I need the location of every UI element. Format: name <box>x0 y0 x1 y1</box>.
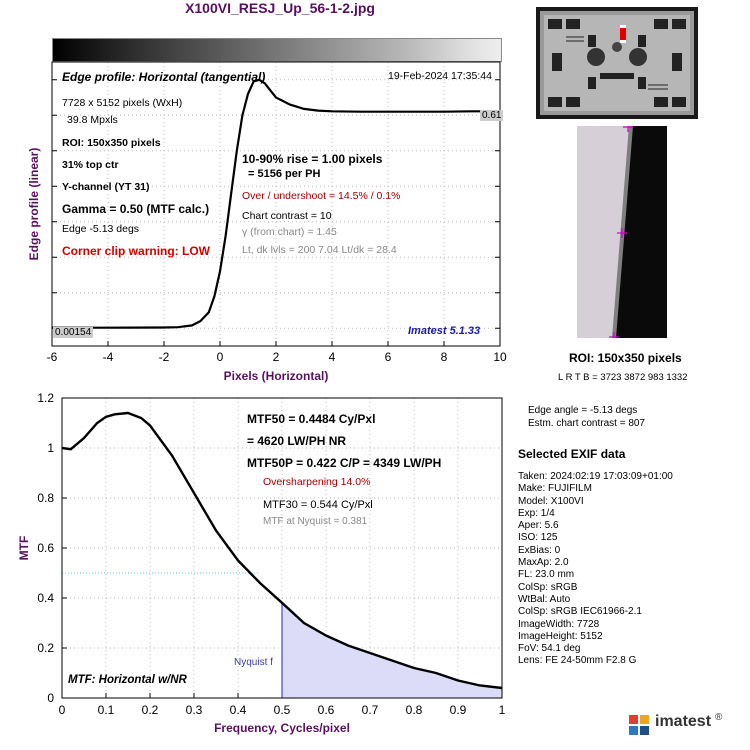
edge-x-axis-label: Pixels (Horizontal) <box>224 369 329 383</box>
mtf-nyquist-shade <box>282 602 502 698</box>
exif-line: Exp: 1/4 <box>518 507 555 519</box>
mtf-x-axis-label: Frequency, Cycles/pixel <box>214 721 350 735</box>
mtf-tick-label-x: 0.3 <box>186 703 203 717</box>
roi-size: ROI: 150x350 pixels <box>62 137 161 149</box>
mtf-tick-label-y: 0.4 <box>37 591 54 605</box>
mtf-tick-label-y: 0.8 <box>37 491 54 505</box>
edge-header: Edge profile: Horizontal (tangential) <box>62 70 266 84</box>
exif-line: ColSp: sRGB IEC61966-2.1 <box>518 606 642 618</box>
edge-profile-chart: -6 -4 -2 0 2 4 6 8 10 Pixels (Horizontal) Edge pro… <box>27 61 507 383</box>
mtf-tick-label-x: 0.6 <box>318 703 335 717</box>
edge-y-axis-label: Edge profile (linear) <box>27 148 41 261</box>
exif-line: Taken: 2024:02:19 17:03:09+01:00 <box>518 471 673 482</box>
exif-line: Make: FUJIFILM <box>518 483 592 495</box>
mtf-tick-label-x: 0.9 <box>450 703 467 717</box>
mtf-tick-label-x: 0.4 <box>230 703 247 717</box>
mtf-tick-label-x: 0 <box>59 703 66 717</box>
megapixels: 39.8 Mpxls <box>67 114 118 126</box>
page-title: X100VI_RESJ_Up_56-1-2.jpg <box>185 0 375 16</box>
mtf50p: MTF50P = 0.422 C/P = 4349 LW/PH <box>247 456 442 470</box>
mtf-curve <box>61 411 503 690</box>
mtf50: MTF50 = 0.4484 Cy/Pxl <box>247 412 376 426</box>
channel: Y-channel (YT 31) <box>62 181 150 193</box>
mtf-tick-label-x: 0.7 <box>362 703 379 717</box>
edge-tick-label: 0 <box>217 350 224 364</box>
edge-angle: Edge -5.13 degs <box>62 223 140 235</box>
exif-line: ISO: 125 <box>518 532 558 544</box>
edge-tick-label: 4 <box>329 350 336 364</box>
mtf30: MTF30 = 0.544 Cy/Pxl <box>263 499 373 511</box>
mtf-tick-label-y: 1 <box>47 441 54 455</box>
exif-line: FL: 23.0 mm <box>518 569 575 581</box>
mtf-tick-label-x: 0.8 <box>406 703 423 717</box>
mtf-chart: 0 0.1 0.2 0.3 0.4 0.5 0.6 0.7 0.8 0.9 1 0 0.2 0.4 0.6 0… <box>17 391 506 735</box>
exif-line: Model: X100VI <box>518 495 584 507</box>
edge-datetime: 19-Feb-2024 17:35:44 <box>388 70 492 82</box>
exif-line: FoV: 54.1 deg <box>518 643 581 655</box>
edge-tick-label: 6 <box>385 350 392 364</box>
gamma: Gamma = 0.50 (MTF calc.) <box>62 202 210 216</box>
imatest-logo-text: imatest <box>655 713 712 730</box>
low-level-label: 0.00154 <box>53 327 94 338</box>
clip-warning: Corner clip warning: LOW <box>62 244 211 258</box>
edge-tick-label: 8 <box>441 350 448 364</box>
edge-tick-label: 10 <box>493 350 507 364</box>
mtf-tick-label-y: 0 <box>47 691 54 705</box>
edge-tick-label: 2 <box>273 350 280 364</box>
mtf-tick-label-x: 0.5 <box>274 703 291 717</box>
exif-line: ExBias: 0 <box>518 544 561 556</box>
exif-line: ImageHeight: 5152 <box>518 630 603 642</box>
exif-header: Selected EXIF data <box>518 447 626 461</box>
mtf-at-nyquist: MTF at Nyquist = 0.381 <box>263 516 368 527</box>
roi-coords: L R T B = 3723 3872 983 1332 <box>558 372 688 383</box>
exif-line: Aper: 5.6 <box>518 520 559 532</box>
mtf-tick-label-y: 0.2 <box>37 641 54 655</box>
overshoot: Over / undershoot = 14.5% / 0.1% <box>242 190 401 202</box>
exif-line: MaxAp: 2.0 <box>518 557 569 569</box>
edge-tick-label: -2 <box>159 350 170 364</box>
imatest-logo-mark: ® <box>715 712 723 723</box>
rise-distance: 10-90% rise = 1.00 pixels <box>242 152 383 166</box>
oversharpening: Oversharpening 14.0% <box>263 476 371 488</box>
estm-chart-contrast: Estm. chart contrast = 807 <box>528 418 645 429</box>
roi-image <box>577 126 667 338</box>
roi-panel-size: ROI: 150x350 pixels <box>569 351 682 365</box>
imatest-version: Imatest 5.1.33 <box>408 325 481 337</box>
edge-plot-frame <box>51 61 501 347</box>
exif-line: Lens: FE 24-50mm F2.8 G <box>518 655 637 667</box>
edge-tick-label: -4 <box>103 350 114 364</box>
exif-line: WtBal: Auto <box>518 593 571 605</box>
roi-edge-angle: Edge angle = -5.13 degs <box>528 405 638 416</box>
chart-contrast: Chart contrast = 10 <box>242 210 332 222</box>
mtf-tick-label-y: 0.6 <box>37 541 54 555</box>
mtf-tick-label-x: 0.1 <box>98 703 115 717</box>
mtf-plot-frame <box>61 397 503 699</box>
high-level-label: 0.61 <box>480 110 504 121</box>
chart-thumbnail <box>536 7 698 119</box>
mtf-label: MTF: Horizontal w/NR <box>68 674 187 686</box>
exif-line: ImageWidth: 7728 <box>518 618 600 630</box>
mtf-tick-label-x: 1 <box>499 703 506 717</box>
pixel-size: 7728 x 5152 pixels (WxH) <box>62 97 183 109</box>
mtf50-lwph: = 4620 LW/PH NR <box>247 434 347 448</box>
edge-tick-label: -6 <box>47 350 58 364</box>
gamma-from-chart: γ (from chart) = 1.45 <box>242 226 337 238</box>
edge-profile-line <box>52 78 500 329</box>
light-dark-levels: Lt, dk lvls = 200 7.04 Lt/dk = 28.4 <box>242 244 397 256</box>
exif-line: ColSp: sRGB <box>518 581 578 593</box>
rise-per-ph: = 5156 per PH <box>248 168 321 180</box>
roi-location: 31% top ctr <box>62 159 119 171</box>
mtf-tick-label-x: 0.2 <box>142 703 159 717</box>
nyquist-label: Nyquist f <box>234 657 273 668</box>
mtf-tick-label-y: 1.2 <box>37 391 54 405</box>
exif-list: Taken: 2024:02:19 17:03:09+01:00 Make: FU… <box>518 471 673 668</box>
imatest-logo-icon <box>629 715 649 735</box>
mtf-y-axis-label: MTF <box>17 536 31 561</box>
